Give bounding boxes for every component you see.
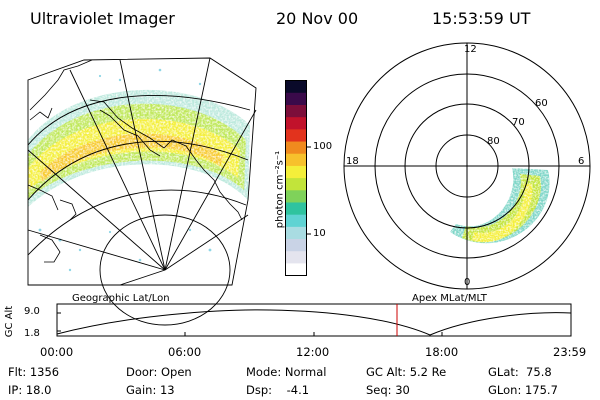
gc-alt-value: GC Alt: 5.2 Re [366, 365, 447, 379]
seq-value: Seq: 30 [366, 383, 410, 397]
mlt-label-12: 12 [464, 44, 477, 55]
mlt-label-6: 6 [578, 156, 585, 167]
colorbar-segment [286, 140, 306, 154]
glat-value: GLat: 75.8 [488, 365, 552, 379]
flight-number: Flt: 1356 [8, 365, 60, 379]
colorbar-segment [286, 92, 306, 105]
colorbar-segment [286, 250, 306, 264]
auroral-oval-geographic [28, 58, 256, 285]
colorbar-segment [286, 177, 306, 191]
colorbar-segment [286, 189, 306, 203]
orbit-y-min: 1.8 [24, 328, 40, 339]
colorbar [285, 80, 311, 276]
colorbar-segment [286, 153, 306, 166]
mlt-label-18: 18 [346, 156, 359, 167]
colorbar-segment [286, 262, 306, 276]
glon-value: GLon: 175.7 [488, 383, 558, 397]
instrument-title: Ultraviolet Imager [30, 9, 175, 28]
polar-grid [343, 42, 591, 290]
colorbar-segment [286, 226, 306, 240]
colorbar-segment [286, 214, 306, 227]
lat-label-70: 70 [512, 117, 525, 128]
geographic-grid [27, 57, 257, 326]
mode-value: Mode: Normal [246, 365, 327, 379]
orbit-right-title: Apex MLat/MLT [412, 293, 487, 304]
colorbar-tick-10: 10 [313, 228, 326, 239]
date-label: 20 Nov 00 [276, 9, 359, 28]
colorbar-segment [286, 165, 306, 179]
colorbar-segment [286, 128, 306, 142]
gain-value: Gain: 13 [126, 383, 175, 397]
orbit-altitude-curve [56, 309, 572, 336]
orbit-tick-0: 00:00 [40, 345, 74, 359]
orbit-tick-1: 06:00 [168, 345, 202, 359]
lat-label-80: 80 [487, 136, 500, 147]
colorbar-segment [286, 238, 306, 252]
orbit-tick-2: 12:00 [296, 345, 330, 359]
mlt-label-0: 0 [464, 277, 471, 288]
colorbar-segment [286, 80, 306, 93]
coastline [27, 59, 243, 263]
orbit-tick-4: 23:59 [553, 345, 587, 359]
orbit-left-title: Geographic Lat/Lon [72, 293, 170, 304]
colorbar-segment [286, 201, 306, 215]
door-status: Door: Open [126, 365, 192, 379]
time-label: 15:53:59 UT [432, 9, 531, 28]
colorbar-segment [286, 104, 306, 118]
orbit-x-ticks [56, 312, 572, 336]
orbit-tick-3: 18:00 [425, 345, 459, 359]
lat-label-60: 60 [535, 98, 548, 109]
colorbar-tick-100: 100 [313, 141, 333, 152]
ip-value: IP: 18.0 [8, 383, 52, 397]
colorbar-segment [286, 116, 306, 130]
dsp-value: Dsp: -4.1 [246, 383, 310, 397]
orbit-y-max: 9.0 [24, 306, 40, 317]
